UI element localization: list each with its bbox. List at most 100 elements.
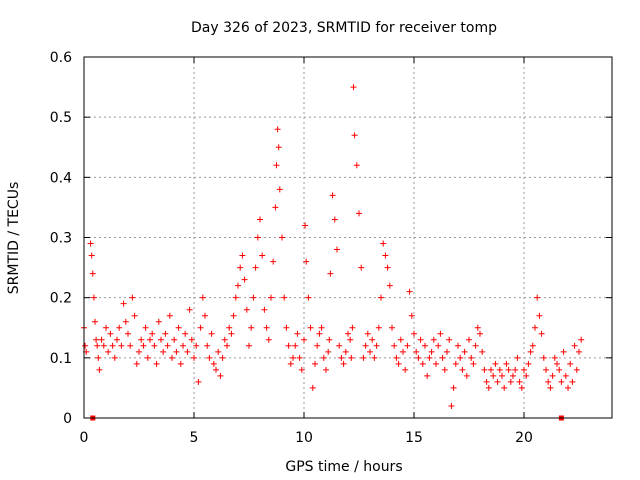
data-point (186, 306, 193, 313)
data-point (503, 360, 510, 367)
data-point (208, 330, 215, 337)
data-point (558, 378, 565, 385)
data-point (327, 270, 334, 277)
data-point (265, 336, 272, 343)
y-tick-label: 0.2 (50, 291, 72, 307)
data-point (116, 324, 123, 331)
data-point (320, 354, 327, 361)
data-point (177, 360, 184, 367)
data-point (386, 282, 393, 289)
data-point (226, 324, 233, 331)
data-point (347, 336, 354, 343)
data-point (323, 366, 329, 373)
data-point (133, 360, 140, 367)
data-point (578, 336, 585, 343)
x-tick-label: 20 (515, 430, 533, 446)
data-point (125, 330, 131, 337)
data-point (452, 360, 459, 367)
data-point (351, 132, 358, 139)
data-point (180, 342, 186, 349)
data-point (153, 360, 160, 367)
data-point (569, 378, 576, 385)
data-point (160, 348, 167, 355)
data-point (389, 324, 395, 331)
data-point (450, 384, 457, 391)
data-point (565, 384, 571, 391)
data-point (393, 354, 400, 361)
data-point (419, 360, 426, 367)
data-point (507, 378, 514, 385)
data-point (329, 192, 336, 199)
data-point (318, 324, 325, 331)
data-point (309, 384, 316, 391)
data-point (364, 330, 371, 337)
data-point (109, 342, 116, 349)
data-point (338, 354, 345, 361)
data-point (105, 348, 112, 355)
data-point (373, 342, 380, 349)
data-point (263, 324, 270, 331)
data-point (573, 366, 580, 373)
data-point (428, 348, 435, 355)
grid (84, 57, 612, 418)
data-point (492, 360, 499, 367)
data-point (305, 294, 312, 301)
data-point (162, 330, 169, 337)
y-tick-label: 0.6 (50, 50, 72, 66)
data-point (107, 330, 114, 337)
data-point (525, 360, 532, 367)
data-point (268, 294, 274, 301)
data-point (551, 354, 558, 361)
data-point (540, 354, 547, 361)
data-point (514, 354, 521, 361)
y-tick-label: 0.5 (50, 110, 72, 126)
data-point (415, 354, 422, 361)
data-point (230, 312, 237, 319)
data-point (448, 402, 455, 409)
data-point (424, 372, 431, 379)
data-point (302, 222, 309, 229)
data-point (199, 294, 206, 301)
data-point (276, 186, 283, 193)
data-point (518, 384, 525, 391)
data-point (235, 282, 241, 289)
data-point (261, 306, 268, 313)
data-point (395, 360, 402, 367)
data-point (87, 240, 94, 247)
data-point (459, 366, 466, 373)
data-point (516, 378, 523, 385)
data-point (191, 354, 197, 361)
data-point (481, 366, 488, 373)
data-point (219, 354, 226, 361)
data-point (92, 318, 98, 325)
data-point (155, 318, 162, 325)
data-point (202, 312, 208, 319)
data-point (483, 378, 490, 385)
data-point (356, 210, 362, 217)
data-point (437, 330, 444, 337)
data-point (576, 348, 582, 355)
data-point (411, 330, 417, 337)
data-point (345, 330, 351, 337)
data-point (382, 252, 389, 259)
data-point (485, 384, 492, 391)
data-point (175, 324, 182, 331)
data-point (439, 354, 446, 361)
data-point (193, 342, 200, 349)
data-point (114, 336, 120, 343)
data-point (195, 378, 202, 385)
data-point (331, 216, 338, 223)
data-point (413, 348, 420, 355)
data-point (350, 84, 357, 91)
data-point (213, 366, 219, 373)
data-point (349, 324, 356, 331)
x-tick-label: 0 (80, 430, 89, 446)
data-points (81, 84, 585, 409)
data-point (93, 336, 100, 343)
data-point (455, 342, 461, 349)
data-point (281, 294, 288, 301)
data-point (457, 354, 464, 361)
data-point (422, 342, 428, 349)
data-point (534, 294, 541, 301)
